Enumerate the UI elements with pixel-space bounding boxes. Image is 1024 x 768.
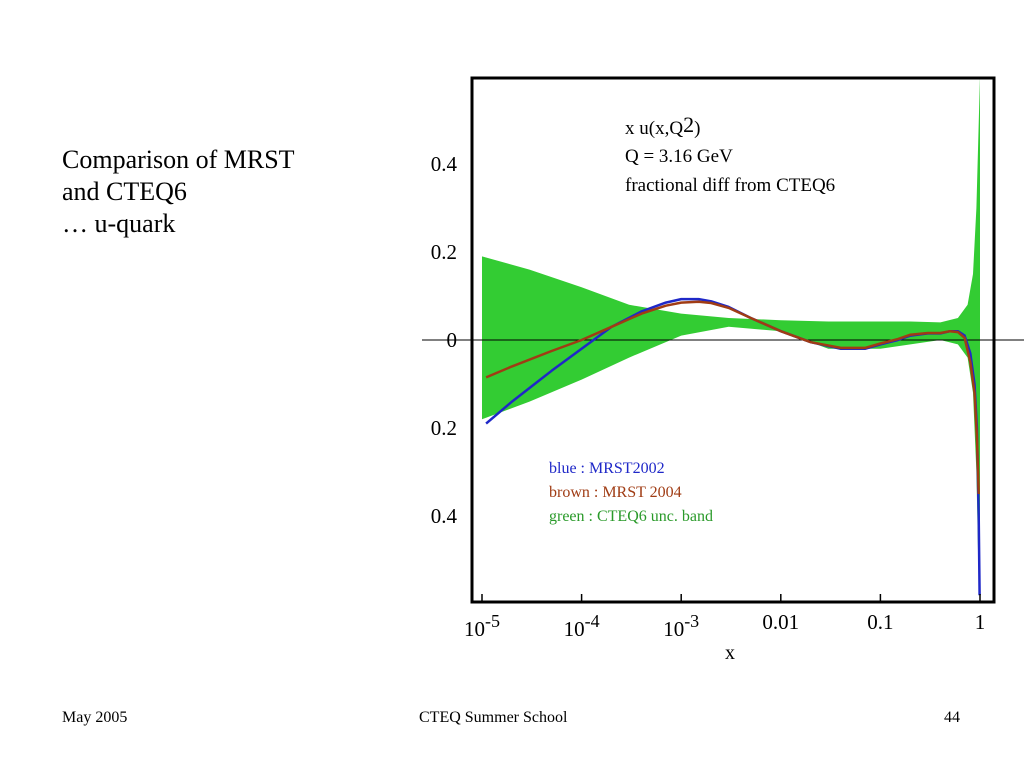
slide-title: Comparison of MRST and CTEQ6 … u-quark [62, 144, 295, 240]
chart-annotation: x u(x,Q2) [625, 112, 700, 139]
y-tick-label: 0.4 [431, 504, 458, 528]
chart-annotation: fractional diff from CTEQ6 [625, 175, 835, 196]
x-tick-label: 0.1 [867, 610, 893, 634]
legend-entry: blue : MRST2002 [549, 460, 665, 477]
footer-event: CTEQ Summer School [419, 709, 568, 726]
x-tick-label: 10-3 [663, 611, 699, 641]
series-line-mrst-2004 [485, 300, 980, 495]
x-tick-label: 10-4 [564, 611, 600, 641]
x-axis-label: x [725, 642, 735, 664]
y-tick-label: 0.2 [431, 416, 457, 440]
chart-annotation: Q = 3.16 GeV [625, 146, 733, 167]
slide-title-line: Comparison of MRST [62, 145, 295, 174]
y-tick-label: 0.4 [431, 152, 458, 176]
slide-title-line: and CTEQ6 [62, 177, 187, 206]
plot-frame [470, 76, 996, 604]
legend-entry: green : CTEQ6 unc. band [549, 508, 713, 525]
legend-entry: brown : MRST 2004 [549, 484, 682, 501]
x-tick-label: 0.01 [762, 610, 799, 634]
y-tick-label: 0 [447, 328, 458, 352]
slide-title-line: … u-quark [62, 209, 176, 238]
x-tick-label: 1 [975, 610, 986, 634]
footer-date: May 2005 [62, 709, 128, 726]
y-tick-label: 0.2 [431, 240, 457, 264]
footer-page-number: 44 [944, 709, 960, 726]
x-tick-label: 10-5 [464, 611, 500, 641]
